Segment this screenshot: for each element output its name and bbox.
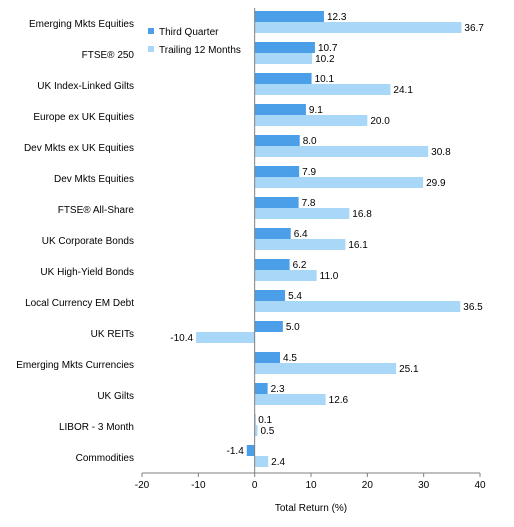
category-label: UK REITs — [91, 329, 134, 340]
value-label-third-quarter: 10.1 — [315, 74, 335, 85]
value-label-third-quarter: 7.8 — [302, 198, 316, 209]
legend: Third Quarter Trailing 12 Months — [148, 27, 241, 56]
x-axis: -20 -10 0 10 20 30 40 — [135, 8, 486, 491]
bar-third-quarter — [254, 197, 299, 208]
bar-trailing-12-months — [254, 146, 429, 157]
value-label-trailing-12-months: 2.4 — [271, 457, 285, 468]
bar-trailing-12-months — [254, 53, 313, 64]
value-label-trailing-12-months: 36.5 — [463, 302, 483, 313]
value-label-trailing-12-months: 29.9 — [426, 178, 446, 189]
bar-trailing-12-months — [254, 270, 317, 281]
value-label-third-quarter: 12.3 — [327, 12, 347, 23]
bar-trailing-12-months — [254, 115, 368, 126]
value-label-trailing-12-months: -10.4 — [170, 333, 193, 344]
bar-trailing-12-months — [254, 239, 346, 250]
value-label-third-quarter: -1.4 — [227, 446, 245, 457]
x-tick-label: 30 — [418, 480, 430, 491]
value-label-trailing-12-months: 20.0 — [370, 116, 390, 127]
x-tick-label: 40 — [474, 480, 486, 491]
x-axis-title: Total Return (%) — [275, 503, 347, 514]
category-label: Local Currency EM Debt — [25, 298, 134, 309]
bar-third-quarter — [254, 11, 324, 22]
category-label: Dev Mkts Equities — [54, 174, 134, 185]
category-label: UK Corporate Bonds — [42, 236, 134, 247]
bar-third-quarter — [254, 383, 268, 394]
bar-third-quarter — [254, 290, 286, 301]
category-label: Emerging Mkts Currencies — [16, 360, 134, 371]
bar-trailing-12-months — [254, 177, 424, 188]
bar-trailing-12-months — [254, 301, 461, 312]
category-label: FTSE® 250 — [82, 50, 135, 61]
bar-trailing-12-months — [254, 363, 397, 374]
bar-trailing-12-months — [254, 456, 269, 467]
x-tick-label: 20 — [362, 480, 374, 491]
category-label: Europe ex UK Equities — [33, 112, 134, 123]
category-label: UK Gilts — [97, 391, 134, 402]
value-label-third-quarter: 6.2 — [293, 260, 307, 271]
bar-third-quarter — [254, 352, 281, 363]
bar-trailing-12-months — [254, 22, 462, 33]
bar-third-quarter — [254, 166, 300, 177]
value-label-third-quarter: 2.3 — [271, 384, 285, 395]
bar-trailing-12-months — [254, 208, 350, 219]
bar-third-quarter — [254, 104, 306, 115]
bar-third-quarter — [254, 73, 312, 84]
value-label-third-quarter: 7.9 — [302, 167, 316, 178]
bar-third-quarter — [254, 135, 300, 146]
legend-label-trailing-12-months: Trailing 12 Months — [159, 45, 241, 56]
category-label: LIBOR - 3 Month — [59, 422, 134, 433]
value-label-trailing-12-months: 36.7 — [464, 23, 484, 34]
bar-third-quarter — [254, 259, 290, 270]
x-tick-label: 10 — [305, 480, 317, 491]
bar-trailing-12-months — [254, 394, 326, 405]
value-label-trailing-12-months: 30.8 — [431, 147, 451, 158]
bar-third-quarter — [254, 42, 315, 53]
value-label-third-quarter: 0.1 — [258, 415, 272, 426]
value-label-trailing-12-months: 25.1 — [399, 364, 419, 375]
x-tick-label: -10 — [191, 480, 206, 491]
category-labels-layer: Emerging Mkts Equities FTSE® 250 UK Index-… — [16, 19, 134, 464]
bar-trailing-12-months — [254, 425, 258, 436]
category-label: Dev Mkts ex UK Equities — [24, 143, 134, 154]
bar-third-quarter — [254, 321, 283, 332]
value-label-trailing-12-months: 10.2 — [315, 54, 335, 65]
legend-label-third-quarter: Third Quarter — [159, 27, 219, 38]
value-label-third-quarter: 5.4 — [288, 291, 302, 302]
value-label-third-quarter: 4.5 — [283, 353, 297, 364]
category-label: Emerging Mkts Equities — [29, 19, 134, 30]
bar-trailing-12-months — [254, 84, 391, 95]
value-label-trailing-12-months: 16.8 — [352, 209, 372, 220]
bars-layer — [196, 11, 462, 467]
category-label: Commodities — [76, 453, 134, 464]
legend-swatch-trailing-12-months — [148, 46, 154, 52]
bar-third-quarter — [254, 228, 291, 239]
bar-trailing-12-months — [196, 332, 255, 343]
value-label-third-quarter: 8.0 — [303, 136, 317, 147]
value-label-third-quarter: 6.4 — [294, 229, 308, 240]
value-label-third-quarter: 5.0 — [286, 322, 300, 333]
bar-third-quarter — [246, 445, 255, 456]
category-label: UK High-Yield Bonds — [40, 267, 134, 278]
x-tick-label: 0 — [252, 480, 258, 491]
value-label-third-quarter: 10.7 — [318, 43, 338, 54]
value-label-trailing-12-months: 24.1 — [393, 85, 413, 96]
value-label-trailing-12-months: 16.1 — [348, 240, 368, 251]
legend-swatch-third-quarter — [148, 28, 154, 34]
x-tick-label: -20 — [135, 480, 150, 491]
value-labels-layer: 12.3 36.7 10.710.2 10.1 24.1 9.1 20.0 8.0 30.8 7.… — [170, 12, 484, 468]
category-label: UK Index-Linked Gilts — [37, 81, 134, 92]
value-label-trailing-12-months: 0.5 — [260, 426, 274, 437]
value-label-third-quarter: 9.1 — [309, 105, 323, 116]
category-label: FTSE® All-Share — [58, 205, 135, 216]
value-label-trailing-12-months: 12.6 — [329, 395, 349, 406]
value-label-trailing-12-months: 11.0 — [320, 271, 339, 282]
